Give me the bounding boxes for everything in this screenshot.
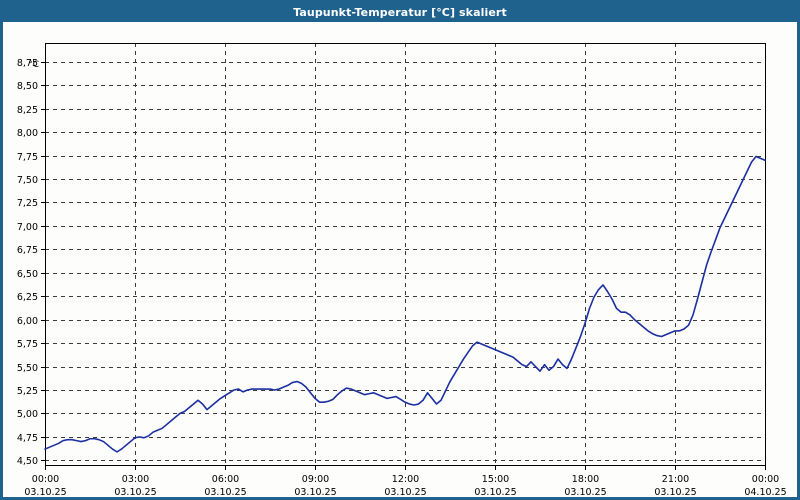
y-tick-label: 4,75 [17,433,38,444]
x-tick-label-time: 09:00 [302,474,329,485]
x-tick-label-time: 12:00 [392,474,419,485]
x-tick-label-date: 03.10.25 [114,487,156,497]
x-tick-label-date: 03.10.25 [474,487,516,497]
y-tick-label: 4,50 [17,456,38,467]
x-tick-label-time: 06:00 [212,474,239,485]
dewpoint-line-chart: 4,50 4,75 5,00 5,25 5,50 5,75 6,00 6,25 6,50 6,75… [17,43,787,497]
y-tick-label: 6,00 [17,316,38,327]
y-tick-label: 6,75 [17,245,38,256]
x-axis-tick-labels: 00:00 03.10.25 03:00 03.10.25 06:00 03.10.25 0… [24,474,786,497]
x-tick-label-date: 03.10.25 [204,487,246,497]
x-tick-label-time: 21:00 [662,474,689,485]
y-tick-label: 7,75 [17,152,38,163]
y-tick-label: 5,00 [17,409,38,420]
x-tick-label-date: 03.10.25 [24,487,66,497]
y-tick-label: 8,25 [17,105,38,116]
x-tick-label-time: 18:00 [572,474,599,485]
chart-plot-area: 4,50 4,75 5,00 5,25 5,50 5,75 6,00 6,25 6,50 6,75… [3,22,797,497]
y-axis-unit-label: °C [28,60,39,70]
data-series-group [44,155,766,453]
y-tick-label: 7,25 [17,198,38,209]
series-line [44,155,766,453]
x-tick-label-date: 03.10.25 [384,487,426,497]
y-axis-tick-labels: 4,50 4,75 5,00 5,25 5,50 5,75 6,00 6,25 6,50 6,75… [17,58,38,467]
x-tick-label-time: 03:00 [122,474,149,485]
x-tick-label-time: 00:00 [752,474,779,485]
y-tick-label: 8,00 [17,128,38,139]
y-tick-label: 8,50 [17,81,38,92]
y-tick-label: 8,75 [17,58,38,69]
y-tick-label: 5,50 [17,363,38,374]
y-tick-label: 6,25 [17,292,38,303]
y-tick-label: 6,50 [17,269,38,280]
y-tick-label: 7,00 [17,222,38,233]
x-tick-label-date: 03.10.25 [564,487,606,497]
window-title: Taupunkt-Temperatur [°C] skaliert [3,3,797,22]
x-tick-label-time: 15:00 [482,474,509,485]
x-tick-label-date: 03.10.25 [654,487,696,497]
y-tick-label: 5,25 [17,386,38,397]
x-tick-label-date: 03.10.25 [294,487,336,497]
x-tick-label-time: 00:00 [32,474,59,485]
y-tick-label: 7,50 [17,175,38,186]
axis-frame [41,43,766,470]
y-tick-label: 5,75 [17,339,38,350]
x-tick-label-date: 04.10.25 [744,487,786,497]
gridlines [45,43,765,465]
